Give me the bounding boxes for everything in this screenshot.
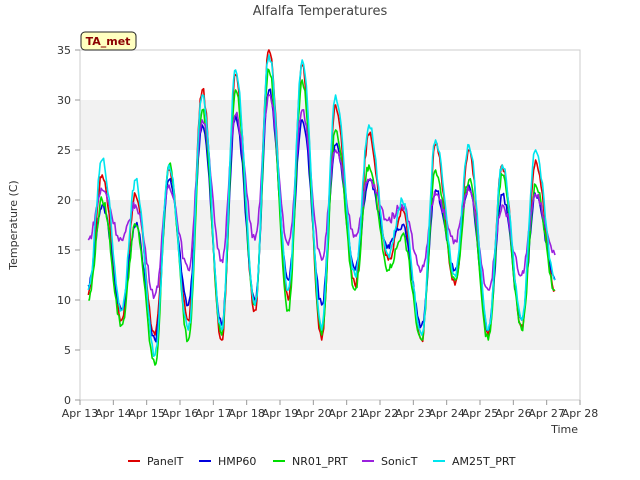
x-tick-label: Apr 15: [128, 407, 165, 420]
grid-band: [80, 100, 580, 150]
y-axis-ticks: 0 5 10 15 20 25 30 35: [57, 44, 80, 407]
y-tick-label: 0: [64, 394, 71, 407]
legend-label: AM25T_PRT: [452, 455, 516, 468]
x-tick-label: Apr 27: [528, 407, 565, 420]
legend-label: HMP60: [218, 455, 256, 468]
y-tick-label: 15: [57, 244, 71, 257]
x-tick-label: Apr 17: [195, 407, 232, 420]
legend-label: PanelT: [147, 455, 184, 468]
y-tick-label: 10: [57, 294, 71, 307]
chart-title: Alfalfa Temperatures: [253, 4, 388, 19]
annotation-box: TA_met: [80, 31, 137, 51]
x-tick-label: Apr 28: [562, 407, 599, 420]
x-axis-title: Time: [550, 423, 578, 436]
x-tick-label: Apr 13: [62, 407, 99, 420]
grid-band: [80, 50, 580, 100]
series-line-am25t_prt: [87, 54, 556, 358]
legend: PanelT HMP60 NR01_PRT SonicT AM25T_PRT: [128, 455, 516, 468]
y-tick-label: 30: [57, 94, 71, 107]
annotation-box-frame: [80, 31, 137, 51]
series-lines: [87, 49, 556, 366]
y-tick-label: 5: [64, 344, 71, 357]
y-tick-label: 20: [57, 194, 71, 207]
x-tick-label: Apr 19: [262, 407, 299, 420]
x-tick-label: Apr 22: [362, 407, 399, 420]
plot-frame: [79, 49, 581, 401]
y-tick-label: 25: [57, 144, 71, 157]
legend-label: SonicT: [381, 455, 418, 468]
grid-band: [80, 300, 580, 350]
y-tick-label: 35: [57, 44, 71, 57]
annotation-label: TA_met: [86, 35, 131, 48]
legend-label: NR01_PRT: [292, 455, 348, 468]
grid-band: [80, 250, 580, 300]
x-tick-label: Apr 23: [395, 407, 432, 420]
grid-band: [80, 350, 580, 400]
x-tick-label: Apr 20: [295, 407, 332, 420]
x-tick-label: Apr 26: [495, 407, 532, 420]
plot-bands: [80, 50, 580, 400]
x-tick-label: Apr 21: [328, 407, 365, 420]
x-tick-label: Apr 14: [95, 407, 132, 420]
x-tick-label: Apr 18: [228, 407, 265, 420]
x-tick-label: Apr 25: [462, 407, 499, 420]
y-axis-title: Temperature (C): [7, 180, 20, 270]
x-tick-label: Apr 16: [162, 407, 199, 420]
x-tick-label: Apr 24: [428, 407, 465, 420]
